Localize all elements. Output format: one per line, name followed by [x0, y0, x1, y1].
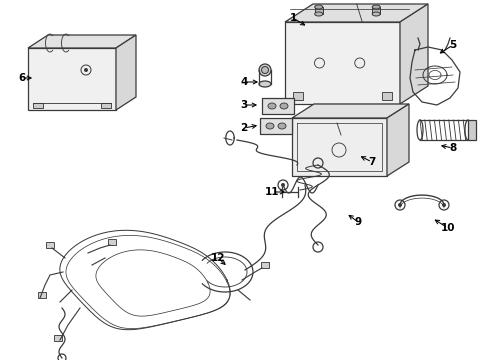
- Text: 2: 2: [240, 123, 247, 133]
- Bar: [260, 118, 291, 134]
- Circle shape: [441, 203, 445, 207]
- Text: 4: 4: [240, 77, 247, 87]
- Text: 6: 6: [19, 73, 25, 83]
- Polygon shape: [386, 104, 408, 176]
- Ellipse shape: [280, 103, 287, 109]
- Polygon shape: [399, 4, 427, 104]
- Text: 12: 12: [210, 253, 225, 263]
- Ellipse shape: [265, 123, 273, 129]
- Bar: [46, 242, 54, 248]
- Polygon shape: [28, 48, 116, 110]
- Bar: [33, 103, 43, 108]
- Circle shape: [84, 68, 88, 72]
- Ellipse shape: [371, 5, 380, 9]
- Bar: [292, 92, 303, 100]
- Polygon shape: [28, 35, 136, 48]
- Bar: [371, 7, 380, 14]
- Ellipse shape: [314, 12, 322, 16]
- Ellipse shape: [371, 12, 380, 16]
- Ellipse shape: [259, 81, 270, 87]
- Circle shape: [397, 203, 401, 207]
- Polygon shape: [285, 22, 399, 104]
- Polygon shape: [291, 118, 386, 176]
- Text: 8: 8: [448, 143, 456, 153]
- Text: 7: 7: [367, 157, 375, 167]
- Bar: [38, 292, 46, 298]
- Bar: [54, 335, 62, 341]
- Ellipse shape: [259, 64, 270, 76]
- Bar: [467, 120, 475, 140]
- Ellipse shape: [261, 67, 268, 73]
- Ellipse shape: [314, 5, 322, 9]
- Bar: [108, 239, 116, 245]
- Polygon shape: [116, 35, 136, 110]
- Polygon shape: [291, 104, 408, 118]
- Bar: [381, 92, 391, 100]
- Polygon shape: [285, 4, 427, 22]
- Bar: [314, 7, 322, 14]
- Text: 10: 10: [440, 223, 454, 233]
- Ellipse shape: [267, 103, 275, 109]
- Bar: [261, 262, 268, 268]
- Text: 3: 3: [240, 100, 247, 110]
- Circle shape: [281, 183, 285, 187]
- Ellipse shape: [278, 123, 285, 129]
- Bar: [101, 103, 111, 108]
- Text: 9: 9: [354, 217, 361, 227]
- Text: 11: 11: [264, 187, 279, 197]
- Text: 1: 1: [289, 13, 296, 23]
- Text: 5: 5: [448, 40, 456, 50]
- Bar: [262, 98, 293, 114]
